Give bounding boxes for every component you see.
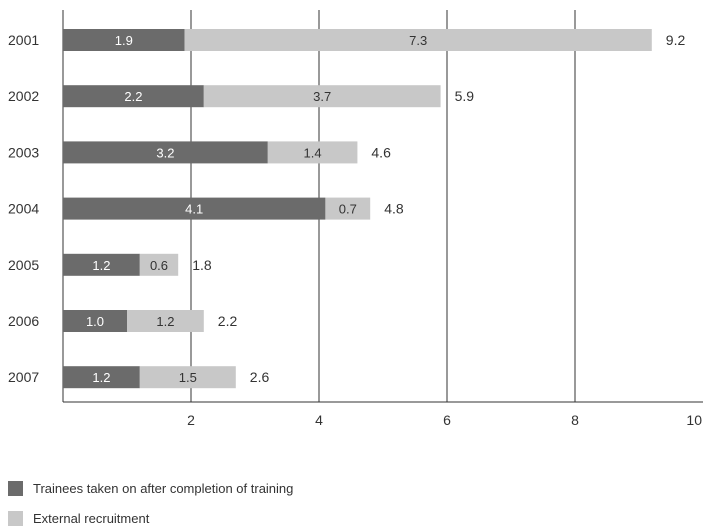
stacked-bar-chart: 1.9 7.3 9.2 2.2 3.7 5.9 3.2 1.4 4.6 4.1 0.7 4.8 1.2 0… [8, 10, 703, 428]
data-label-2002-series-1: 2.2 [124, 89, 142, 104]
category-label-2005: 2005 [8, 257, 39, 273]
legend-swatch-trainees [8, 481, 23, 496]
data-label-2001-series-1: 1.9 [115, 33, 133, 48]
total-label-2001: 9.2 [666, 32, 686, 48]
bar-2007-series-1 [63, 366, 140, 389]
bar-2001-series-2 [184, 29, 652, 51]
bar-2006-series-1 [63, 310, 127, 332]
x-tick-label-8: 8 [571, 412, 579, 428]
category-label-2007: 2007 [8, 369, 39, 385]
total-label-2004: 4.8 [384, 201, 404, 217]
legend-item-trainees: Trainees taken on after completion of tr… [8, 481, 293, 496]
data-label-2007-series-1: 1.2 [92, 370, 110, 385]
data-label-2006-series-2: 1.2 [156, 314, 174, 329]
legend-label-external: External recruitment [33, 511, 150, 526]
bar-2005-series-1 [63, 253, 140, 276]
total-label-2002: 5.9 [455, 88, 475, 104]
data-label-2003-series-2: 1.4 [304, 145, 322, 160]
data-label-2004-series-1: 4.1 [185, 202, 203, 217]
category-label-2003: 2003 [8, 144, 39, 160]
category-label-2002: 2002 [8, 88, 39, 104]
x-tick-label-10: 10 [686, 412, 702, 428]
data-label-2006-series-1: 1.0 [86, 314, 104, 329]
x-tick-label-2: 2 [187, 412, 195, 428]
bar-labels: 1.9 7.3 9.2 2.2 3.7 5.9 3.2 1.4 4.6 4.1 0.7 4.8 1.2 0… [86, 32, 686, 385]
total-label-2007: 2.6 [250, 369, 270, 385]
data-label-2003-series-1: 3.2 [156, 145, 174, 160]
bars [63, 29, 652, 389]
data-label-2005-series-2: 0.6 [150, 258, 168, 273]
total-label-2006: 2.2 [218, 313, 238, 329]
x-tick-label-6: 6 [443, 412, 451, 428]
bar-2004-series-2 [325, 197, 371, 220]
bar-2003-series-2 [267, 141, 358, 164]
data-label-2007-series-2: 1.5 [179, 370, 197, 385]
category-label-2006: 2006 [8, 313, 39, 329]
bar-2007-series-2 [139, 366, 236, 389]
data-label-2004-series-2: 0.7 [339, 202, 357, 217]
x-tick-label-4: 4 [315, 412, 323, 428]
bar-2004-series-1 [63, 197, 326, 220]
bar-2002-series-1 [63, 85, 204, 108]
bar-2003-series-1 [63, 141, 268, 164]
bar-2001-series-1 [63, 29, 185, 51]
total-label-2005: 1.8 [192, 257, 212, 273]
category-label-2001: 2001 [8, 32, 39, 48]
data-label-2002-series-2: 3.7 [313, 89, 331, 104]
x-axis: 2 4 6 8 10 [63, 401, 703, 428]
bar-2002-series-2 [203, 85, 441, 108]
data-label-2001-series-2: 7.3 [409, 33, 427, 48]
legend-item-external: External recruitment [8, 511, 149, 526]
category-label-2004: 2004 [8, 201, 39, 217]
y-axis-labels: 2001 2002 2003 2004 2005 2006 2007 [8, 32, 39, 385]
bar-2006-series-2 [127, 310, 204, 332]
bar-2005-series-2 [139, 253, 179, 276]
data-label-2005-series-1: 1.2 [92, 258, 110, 273]
legend-swatch-external [8, 511, 23, 526]
legend-label-trainees: Trainees taken on after completion of tr… [33, 481, 294, 496]
total-label-2003: 4.6 [371, 144, 391, 160]
